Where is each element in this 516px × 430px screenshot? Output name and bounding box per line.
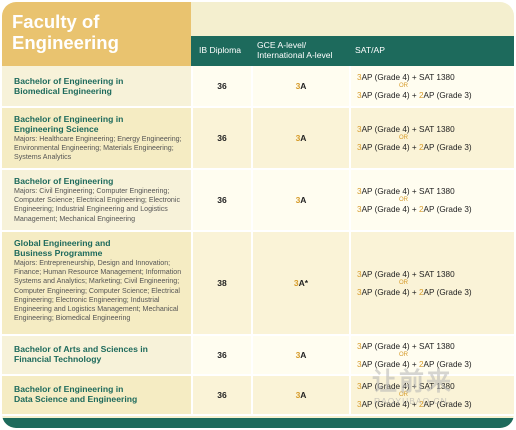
table-row: Bachelor of Engineering in Biomedical En… [2,66,514,108]
sat-line-1: 3AP (Grade 4) + SAT 1380 [357,341,455,351]
sat-line-2: 3AP (Grade 4) + 2AP (Grade 3) [357,90,472,100]
watermark-logo: 让前来 [372,368,454,396]
ib-score: 36 [191,376,251,414]
sat-or: OR [399,391,408,398]
sat-line-2: 3AP (Grade 4) + 2AP (Grade 3) [357,359,472,369]
gce-grade: A [300,81,307,91]
programme-cell: Bachelor of Engineering Majors: Civil En… [2,170,191,230]
table-row: Bachelor of Engineering Majors: Civil En… [2,170,514,232]
ib-score: 36 [191,336,251,374]
column-header-ib: IB Diploma [198,45,242,55]
programme-cell: Bachelor of Engineering in Data Science … [2,376,191,414]
sat-line-1: 3AP (Grade 4) + SAT 1380 [357,124,455,134]
gce-digit: 3 [295,81,301,91]
table-row: Global Engineering and Business Programm… [2,232,514,336]
sat-or: OR [399,134,408,141]
sat-line-1: 3AP (Grade 4) + SAT 1380 [357,72,455,82]
table-row: Bachelor of Engineering in Engineering S… [2,108,514,170]
programme-name: Bachelor of Engineering [14,176,114,186]
programme-cell: Bachelor of Engineering in Biomedical En… [2,66,191,106]
table-row: Bachelor of Arts and Sciences in Financi… [2,336,514,376]
programme-majors: Majors: Entrepreneurship, Design and Inn… [14,259,182,323]
ib-score: 36 [191,66,251,106]
sat-or: OR [399,196,408,203]
column-header-sat: SAT/AP [355,45,385,55]
programme-table: Bachelor of Engineering in Biomedical En… [2,66,514,416]
programme-cell: Bachelor of Engineering in Engineering S… [2,108,191,168]
footer-band [2,418,514,428]
programme-name: Global Engineering and Business Programm… [14,238,111,258]
sat-requirement: 3AP (Grade 4) + SAT 1380 OR 3AP (Grade 4… [349,170,514,230]
sat-requirement: 3AP (Grade 4) + SAT 1380 OR 3AP (Grade 4… [349,376,514,414]
sat-or: OR [399,351,408,358]
sat-or: OR [399,279,408,286]
faculty-title: Faculty of Engineering [2,2,191,66]
gce-requirement: 3 A* [251,232,349,334]
sat-line-2: 3AP (Grade 4) + 2AP (Grade 3) [357,287,472,297]
sat-or: OR [399,82,408,89]
ib-score: 36 [191,108,251,168]
sat-requirement: 3AP (Grade 4) + SAT 1380 OR 3AP (Grade 4… [349,232,514,334]
sat-requirement: 3AP (Grade 4) + SAT 1380 OR 3AP (Grade 4… [349,108,514,168]
sat-line-2: 3AP (Grade 4) + 2AP (Grade 3) [357,399,472,409]
programme-name: Bachelor of Engineering in Engineering S… [14,114,124,134]
programme-name: Bachelor of Engineering in Biomedical En… [14,76,124,96]
sat-line-1: 3AP (Grade 4) + SAT 1380 [357,186,455,196]
programme-majors: Majors: Healthcare Engineering; Energy E… [14,135,182,162]
ib-score: 38 [191,232,251,334]
programme-cell: Bachelor of Arts and Sciences in Financi… [2,336,191,374]
sat-line-1: 3AP (Grade 4) + SAT 1380 [357,381,455,391]
table-row: Bachelor of Engineering in Data Science … [2,376,514,416]
programme-name: Bachelor of Arts and Sciences in Financi… [14,344,148,364]
sat-line-2: 3AP (Grade 4) + 2AP (Grade 3) [357,142,472,152]
sat-requirement: 3AP (Grade 4) + SAT 1380 OR 3AP (Grade 4… [349,336,514,374]
programme-majors: Majors: Civil Engineering; Computer Engi… [14,187,180,223]
watermark-url: RAOYUBAO.CN [374,396,448,406]
sat-requirement: 3AP (Grade 4) + SAT 1380 OR 3AP (Grade 4… [349,66,514,106]
sat-line-2: 3AP (Grade 4) + 2AP (Grade 3) [357,204,472,214]
programme-name: Bachelor of Engineering in Data Science … [14,384,138,404]
ib-score: 36 [191,170,251,230]
sat-line-1: 3AP (Grade 4) + SAT 1380 [357,269,455,279]
column-header-gce: GCE A-level/ International A-level [257,40,333,60]
programme-cell: Global Engineering and Business Programm… [2,232,191,334]
